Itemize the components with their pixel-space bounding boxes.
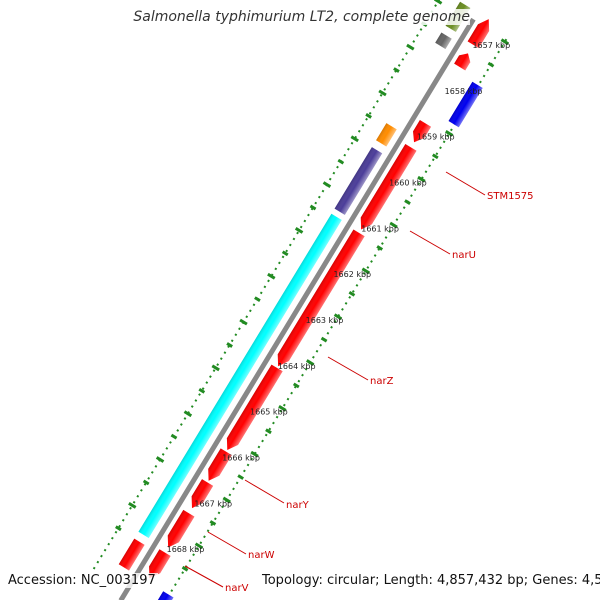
features [118,1,490,600]
feature-shade-cds-top-2 [454,53,471,71]
inner-minor-tick [393,67,400,73]
outer-minor-tick [265,428,272,435]
tick-label: 1659 kbp [417,133,455,142]
feature-shade-cds-narU [360,143,417,230]
inner-minor-tick [115,525,122,532]
outer-major-tick [250,450,259,458]
outer-minor-tick [320,336,328,343]
outer-ticks [181,38,510,572]
tick-label: 1667 kbp [194,499,232,508]
gene-labels: STM1575 narU narZ narY narW narV [184,171,534,594]
feature-shade-orf-bottom [147,591,174,600]
outer-major-tick [278,404,287,412]
inner-minor-tick [226,342,233,348]
inner-minor-tick [170,433,178,440]
inner-major-tick [322,181,332,188]
outer-major-tick [222,496,231,504]
feature-shade-cds-narY [208,448,232,481]
feature-shade-cds-narW [191,479,214,509]
inner-major-tick [239,318,248,326]
inner-minor-tick [337,158,345,165]
outer-minor-tick [348,290,356,297]
outer-major-tick [417,175,426,183]
inner-major-tick [294,227,304,234]
outer-minor-tick [237,474,245,480]
feature-shade-cds-bottom [149,549,171,579]
label-line-narv [184,565,224,588]
tick-label: 1665 kbp [250,408,288,417]
label-line-narw [207,531,247,555]
inner-minor-tick [254,296,261,302]
outer-minor-tick [181,565,189,572]
outer-minor-tick [404,199,411,205]
backbone [118,17,476,600]
tick-label: 1668 kbp [167,545,205,554]
feature-shade-cds-stm1575-a [413,120,432,143]
outer-minor-tick [487,61,495,68]
outer-minor-tick [209,520,217,526]
outer-minor-tick [292,382,300,389]
inner-major-tick [378,89,387,97]
inner-major-tick [350,135,359,143]
tick-label: 1662 kbp [333,270,371,279]
gene-label-narw: narW [248,550,275,561]
inner-minor-tick [309,204,317,211]
label-line-nary [244,479,285,504]
genome-summary-text: Topology: circular; Length: 4,857,432 bp… [262,573,600,588]
label-line-naru [409,230,451,255]
inner-minor-tick [198,387,206,394]
inner-major-tick [406,43,415,51]
inner-major-tick [433,0,443,5]
gene-label-stm1575: STM1575 [487,191,534,202]
feature-shade-cds-narZ-a [277,229,365,367]
feature-shade-cds-bottom-b [118,538,145,571]
outer-major-tick [333,313,343,321]
outer-major-tick [500,38,510,46]
inner-major-tick [183,410,193,418]
inner-minor-tick [281,250,289,257]
feature-shade-cds-narZ-b [226,364,283,451]
map-frame [91,0,510,600]
inner-minor-tick [142,479,150,486]
tick-label: 1664 kbp [278,362,316,371]
inner-ticks [115,0,443,532]
tick-label: 1666 kbp [222,453,260,462]
feature-shade-orf-blue [448,81,483,128]
feature-shade-purple-narU [334,147,383,215]
tick-label: 1661 kbp [361,224,399,233]
tick-label: 1663 kbp [306,316,344,325]
feature-shade-cds-narV [167,509,195,548]
label-line-stm1575 [445,171,486,196]
tick-label: 1657 kbp [472,41,510,50]
tick-label: 1658 kbp [445,87,483,96]
feature-shade-other-stm1575 [376,123,397,147]
inner-major-tick [155,456,165,463]
feature-shade-cds-top-1 [467,19,490,49]
inner-minor-tick [365,113,372,119]
outer-major-tick [445,130,454,137]
inner-major-tick [128,502,137,509]
inner-major-tick [211,364,220,372]
outer-minor-tick [376,245,384,251]
outer-major-tick [194,542,204,550]
feature-shade-cyan-narZYWV [138,213,342,539]
outer-major-tick [389,221,398,229]
map-title: Salmonella typhimurium LT2, complete gen… [130,9,470,25]
label-line-narz [327,356,369,381]
tick-label: 1660 kbp [389,179,427,188]
outer-minor-tick [431,153,439,160]
outer-major-tick [305,359,315,366]
gene-label-narv: narV [225,583,249,594]
inner-dotted-ruler [91,0,441,573]
gene-label-naru: narU [452,250,476,261]
gene-label-narz: narZ [370,376,394,387]
accession-text: Accession: NC_003197 [8,573,158,588]
gene-label-nary: narY [286,500,310,511]
outer-major-tick [361,267,370,275]
inner-major-tick [267,272,276,280]
feature-shade-gray-feature [435,32,452,50]
